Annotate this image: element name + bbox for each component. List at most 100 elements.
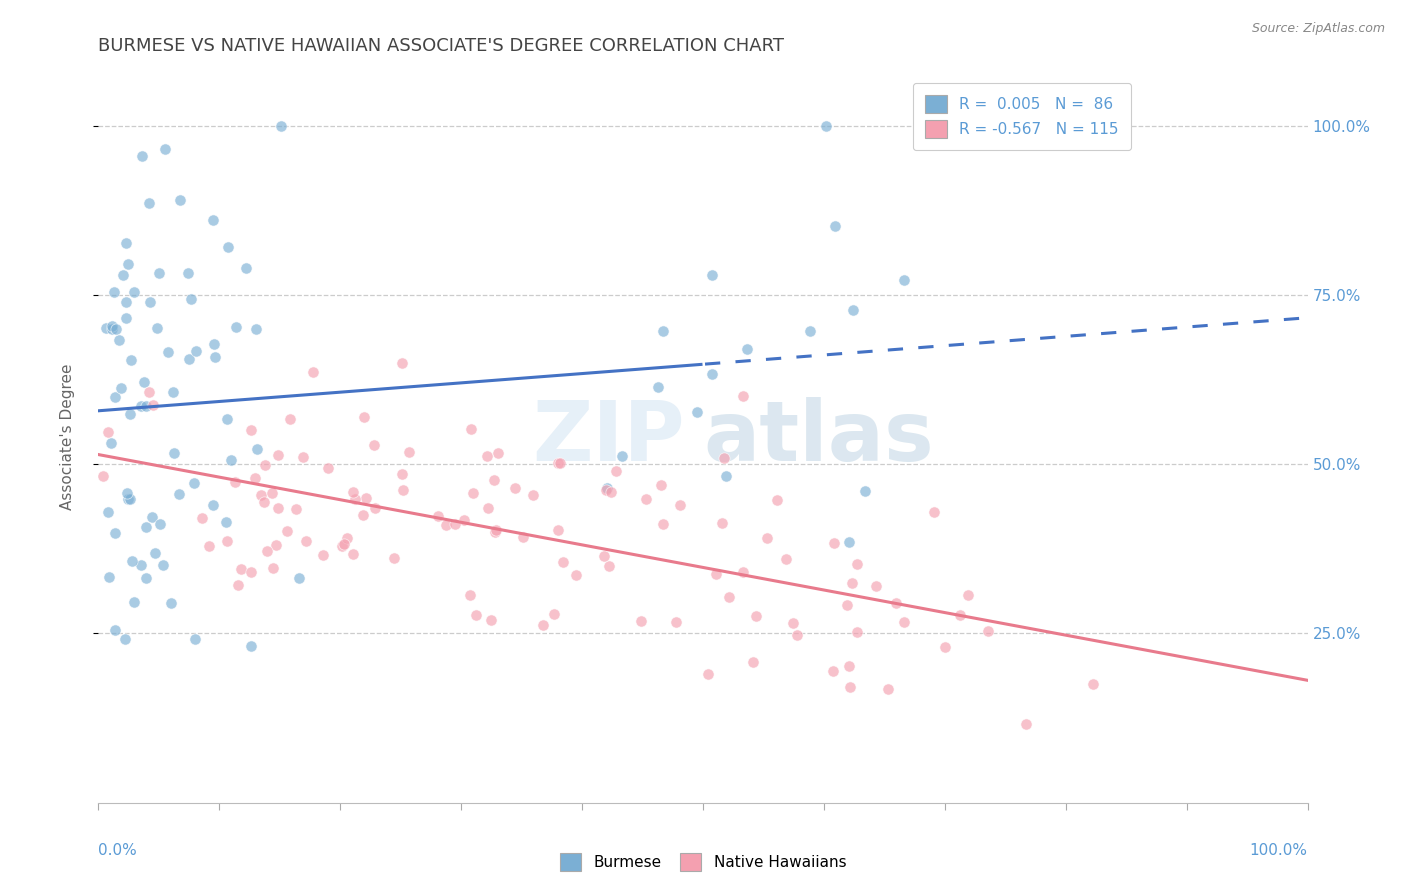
Point [893, 273, 915, 287]
Point [114, 632, 136, 646]
Point [312, 548, 335, 562]
Point [152, 558, 174, 572]
Point [101, 322, 124, 336]
Point [198, 539, 221, 553]
Point [301, 365, 323, 379]
Point [266, 448, 288, 462]
Point [531, 617, 554, 632]
Point [356, 491, 378, 505]
Point [201, 498, 224, 512]
Point [122, 595, 145, 609]
Point [225, 319, 247, 334]
Text: 0.0%: 0.0% [98, 843, 138, 858]
Point [592, 549, 614, 563]
Point [713, 450, 735, 465]
Point [600, 485, 623, 500]
Point [120, 353, 142, 368]
Point [285, 502, 308, 516]
Point [278, 412, 301, 426]
Point [477, 501, 499, 516]
Point [117, 491, 139, 506]
Point [553, 555, 575, 569]
Point [330, 539, 353, 553]
Point [149, 516, 172, 531]
Legend: Burmese, Native Hawaiians: Burmese, Native Hawaiians [554, 847, 852, 877]
Point [224, 475, 246, 489]
Point [117, 257, 139, 271]
Point [977, 624, 1000, 638]
Point [177, 266, 200, 280]
Point [104, 322, 127, 336]
Point [823, 536, 845, 550]
Point [934, 640, 956, 654]
Point [353, 410, 375, 425]
Point [163, 445, 186, 459]
Point [704, 567, 727, 582]
Point [246, 442, 269, 456]
Point [100, 436, 122, 450]
Point [949, 607, 972, 622]
Point [160, 597, 183, 611]
Point [191, 511, 214, 525]
Point [391, 356, 413, 370]
Point [180, 292, 202, 306]
Point [262, 561, 284, 575]
Point [742, 656, 765, 670]
Text: atlas: atlas [703, 397, 934, 477]
Point [145, 546, 167, 560]
Point [129, 399, 152, 413]
Point [838, 535, 860, 549]
Point [464, 607, 486, 622]
Point [548, 456, 571, 470]
Point [184, 632, 207, 646]
Point [253, 495, 276, 509]
Point [756, 531, 779, 545]
Point [215, 412, 238, 426]
Point [865, 579, 887, 593]
Point [596, 482, 619, 496]
Point [479, 613, 502, 627]
Point [112, 268, 135, 283]
Point [91, 468, 114, 483]
Point [711, 516, 734, 531]
Point [104, 525, 127, 540]
Point [382, 551, 405, 566]
Point [814, 119, 837, 133]
Point [129, 558, 152, 573]
Point [253, 458, 276, 473]
Point [153, 142, 176, 156]
Point [138, 196, 160, 211]
Point [97, 570, 120, 584]
Point [235, 261, 257, 276]
Point [434, 518, 457, 533]
Point [484, 523, 506, 537]
Point [120, 491, 142, 506]
Point [103, 285, 125, 300]
Point [598, 558, 620, 573]
Point [610, 449, 633, 463]
Point [333, 537, 356, 551]
Point [845, 625, 868, 640]
Point [630, 614, 652, 628]
Point [392, 483, 415, 497]
Point [121, 554, 143, 568]
Point [717, 590, 740, 604]
Point [260, 486, 283, 500]
Point [650, 478, 672, 492]
Point [115, 311, 138, 326]
Point [316, 461, 339, 475]
Point [215, 515, 238, 529]
Point [652, 517, 675, 532]
Point [733, 389, 755, 403]
Point [363, 501, 385, 516]
Point [344, 492, 367, 507]
Point [217, 534, 239, 549]
Point [766, 493, 789, 508]
Point [503, 482, 526, 496]
Legend: R =  0.005   N =  86, R = -0.567   N = 115: R = 0.005 N = 86, R = -0.567 N = 115 [912, 83, 1130, 150]
Point [522, 488, 544, 502]
Point [295, 534, 318, 549]
Point [702, 368, 724, 382]
Point [605, 464, 627, 478]
Point [228, 578, 250, 592]
